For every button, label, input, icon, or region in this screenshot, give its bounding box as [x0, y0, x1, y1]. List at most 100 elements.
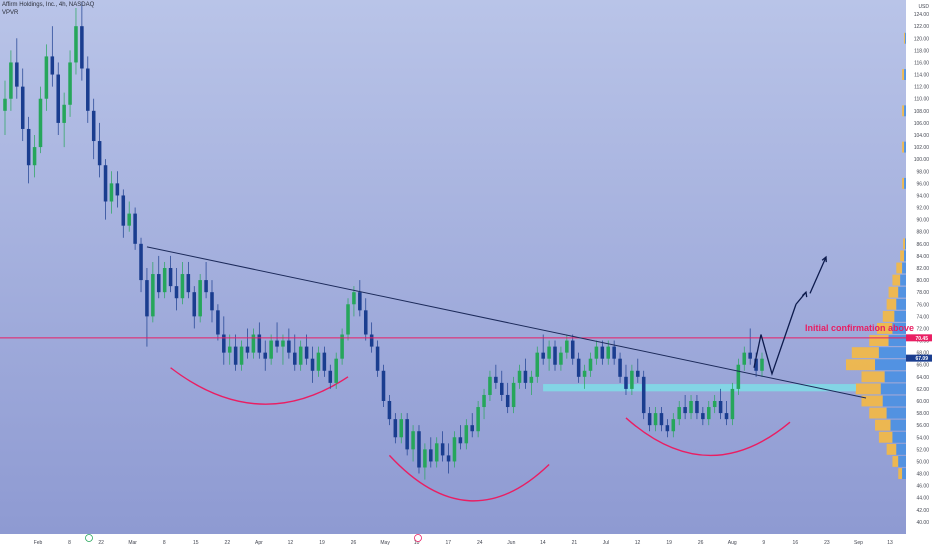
- candle-body: [151, 274, 155, 317]
- candle-body: [446, 455, 451, 462]
- candle: [570, 334, 575, 365]
- vpvr-bar-up: [846, 359, 876, 371]
- candle: [168, 255, 173, 293]
- vpvr-bar-down: [900, 274, 906, 286]
- y-tick-label: 98.00: [916, 169, 929, 175]
- candle-body: [411, 431, 415, 450]
- y-tick-label: 122.00: [914, 24, 930, 30]
- candle: [62, 92, 66, 148]
- candle: [417, 425, 421, 474]
- candle-body: [32, 147, 37, 166]
- candle-body: [174, 286, 179, 299]
- candle-body: [346, 304, 350, 335]
- x-tick-label: 15: [193, 540, 199, 546]
- vpvr-bar-up: [902, 177, 905, 189]
- candle: [80, 2, 84, 81]
- x-tick-label: 13: [887, 540, 893, 546]
- head-arc[interactable]: [388, 454, 550, 502]
- event-marker-feb[interactable]: [85, 534, 93, 542]
- vpvr-bar-up: [902, 69, 905, 80]
- vpvr-bar-down: [896, 298, 906, 310]
- candle-body: [482, 394, 486, 408]
- candle: [748, 328, 752, 365]
- candle: [180, 261, 185, 305]
- x-tick-label: 10: [414, 540, 420, 546]
- candle-body: [464, 425, 469, 444]
- candle-body: [310, 358, 315, 371]
- candle-body: [683, 407, 687, 414]
- y-tick-label: 112.00: [914, 85, 929, 91]
- projection-path[interactable]: [753, 304, 797, 376]
- vpvr-bar-down: [890, 419, 906, 431]
- candle-body: [245, 346, 250, 353]
- candle: [109, 171, 114, 214]
- candle-body: [659, 413, 664, 426]
- vpvr-bar-down: [904, 177, 906, 189]
- candle: [363, 298, 368, 341]
- candle: [387, 394, 392, 426]
- candle-body: [505, 394, 510, 408]
- candle-body: [3, 98, 7, 111]
- indicator-label[interactable]: VPVR: [2, 10, 19, 16]
- downtrend-line[interactable]: [146, 246, 867, 399]
- candle-body: [156, 274, 161, 293]
- candle-body: [535, 352, 540, 377]
- candle: [340, 328, 344, 365]
- chart-header: Affirm Holdings, Inc., 4h, NASDAQ VPVR: [2, 1, 94, 17]
- candle: [20, 68, 25, 142]
- candle-body: [423, 449, 427, 468]
- candle: [239, 340, 244, 371]
- candle-body: [452, 437, 457, 462]
- candle: [423, 443, 427, 480]
- candle: [641, 370, 646, 420]
- candle: [192, 286, 197, 329]
- candle: [103, 159, 108, 220]
- y-tick-label: 106.00: [914, 121, 930, 127]
- vpvr-bar-down: [892, 323, 906, 334]
- candle-body: [145, 280, 149, 317]
- resistance-price-badge-bg: [906, 334, 932, 342]
- candle: [216, 304, 220, 341]
- candle: [446, 443, 451, 474]
- candle: [742, 346, 747, 371]
- candle: [653, 407, 658, 432]
- candle-body: [133, 213, 137, 244]
- candlestick-series: [3, 2, 764, 480]
- candle-body: [316, 352, 321, 371]
- y-axis: 40.00 42.00 44.00 46.00 48.00 50.00 52.00 54.00…: [914, 4, 930, 526]
- candle: [630, 364, 634, 395]
- left-shoulder-arc[interactable]: [170, 367, 349, 405]
- vpvr-bar-down: [904, 141, 906, 153]
- y-tick-label: 114.00: [914, 73, 929, 79]
- candle: [718, 388, 723, 420]
- candle: [647, 407, 652, 432]
- candle-body: [74, 26, 78, 63]
- candle-body: [192, 292, 197, 317]
- vpvr-bar-down: [896, 443, 906, 455]
- candle: [304, 334, 309, 365]
- y-tick-label: 102.00: [914, 145, 930, 151]
- x-tick-label: 19: [319, 540, 325, 546]
- candle: [204, 261, 208, 299]
- candle-body: [712, 401, 717, 408]
- y-tick-label: 50.00: [916, 459, 929, 465]
- right-shoulder-arc[interactable]: [625, 417, 791, 457]
- candle-body: [417, 431, 421, 468]
- candle: [9, 50, 13, 111]
- y-tick-label: 64.00: [916, 375, 929, 381]
- candle-body: [624, 376, 628, 389]
- arrow-head-1: [801, 290, 808, 298]
- candle-body: [340, 334, 344, 359]
- x-tick-label: 17: [445, 540, 451, 546]
- candle: [245, 328, 250, 359]
- candle: [393, 413, 398, 444]
- candle-body: [588, 358, 593, 371]
- x-tick-label: Feb: [34, 540, 43, 546]
- vpvr-bar-up: [882, 310, 895, 322]
- event-marker-may[interactable]: [414, 534, 422, 542]
- candle: [529, 370, 534, 395]
- candle: [316, 346, 321, 377]
- vpvr-bar-up: [896, 262, 903, 274]
